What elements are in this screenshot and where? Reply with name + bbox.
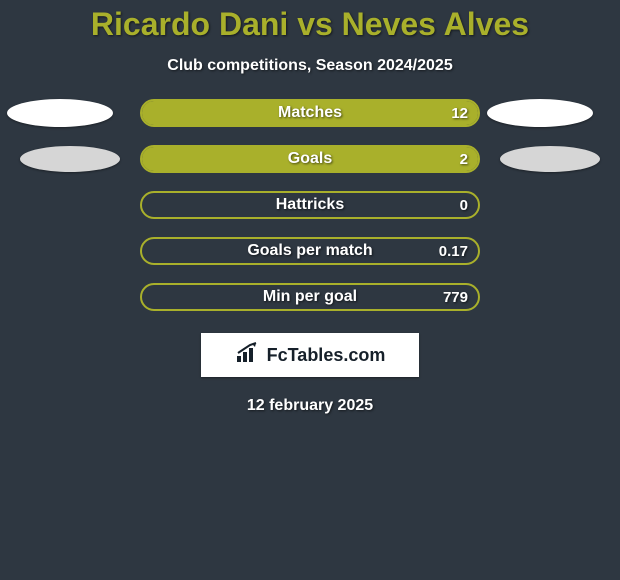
stat-row: Goals per match 0.17 bbox=[140, 237, 480, 265]
stat-bar: Min per goal 779 bbox=[140, 283, 480, 311]
ellipse-left-1 bbox=[20, 146, 120, 172]
subtitle: Club competitions, Season 2024/2025 bbox=[0, 57, 620, 75]
stat-bar-label: Min per goal bbox=[142, 285, 478, 309]
stat-bar-label: Goals per match bbox=[142, 239, 478, 263]
page-root: Ricardo Dani vs Neves Alves Club competi… bbox=[0, 0, 620, 580]
brand-text: FcTables.com bbox=[267, 345, 386, 366]
ellipse-right-0 bbox=[487, 99, 593, 127]
stat-bar-fill bbox=[142, 147, 478, 171]
stat-bar: Hattricks 0 bbox=[140, 191, 480, 219]
stat-row: Goals 2 bbox=[140, 145, 480, 173]
stats-container: Matches 12 Goals 2 Hattricks 0 Goals per… bbox=[140, 99, 480, 311]
stat-bar-fill bbox=[142, 101, 478, 125]
stat-row: Matches 12 bbox=[140, 99, 480, 127]
ellipse-left-0 bbox=[7, 99, 113, 127]
stat-bar-value: 779 bbox=[443, 285, 468, 309]
stat-bar-value: 0.17 bbox=[439, 239, 468, 263]
stat-row: Hattricks 0 bbox=[140, 191, 480, 219]
date-text: 12 february 2025 bbox=[0, 397, 620, 415]
stat-bar: Goals 2 bbox=[140, 145, 480, 173]
page-title: Ricardo Dani vs Neves Alves bbox=[0, 0, 620, 43]
stat-bar: Goals per match 0.17 bbox=[140, 237, 480, 265]
ellipse-right-1 bbox=[500, 146, 600, 172]
stat-row: Min per goal 779 bbox=[140, 283, 480, 311]
chart-icon bbox=[235, 342, 261, 369]
stat-bar-value: 0 bbox=[460, 193, 468, 217]
stat-bar-label: Hattricks bbox=[142, 193, 478, 217]
brand-box: FcTables.com bbox=[201, 333, 419, 377]
stat-bar: Matches 12 bbox=[140, 99, 480, 127]
